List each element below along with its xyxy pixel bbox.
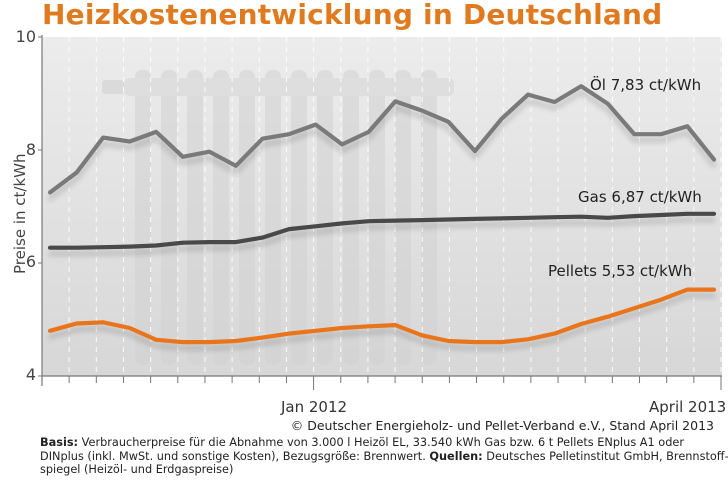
series-line-gas: [47, 211, 717, 250]
gridlines: [68, 37, 722, 376]
axes: [38, 35, 722, 390]
radiator-fin: [369, 70, 385, 365]
basis-label: Basis:: [40, 436, 79, 449]
y-tick-label: 8: [25, 140, 36, 159]
y-tick-label: 4: [25, 365, 36, 384]
x-tick-label-april-2013: April 2013: [649, 398, 727, 416]
footnote: Basis: Verbraucherpreise für die Abnahme…: [40, 436, 728, 477]
radiator-illustration: [102, 70, 454, 365]
radiator-pipe: [124, 78, 454, 96]
radiator-valve: [102, 80, 124, 94]
x-tick-label-jan-2012: Jan 2012: [281, 398, 348, 416]
basis-text: Verbraucherpreise für die Abnahme von 3.…: [40, 436, 684, 463]
radiator-fin: [187, 70, 203, 365]
radiator-fin: [395, 70, 411, 365]
series-line-oel: [47, 84, 717, 195]
series-lines: [47, 84, 717, 345]
y-tick-label: 6: [25, 252, 36, 271]
radiator-fin: [239, 70, 255, 365]
legend-label-pellets: Pellets 5,53 ct/kWh: [548, 262, 693, 280]
series-line-pellets: [47, 287, 717, 345]
radiator-fin: [317, 70, 333, 365]
radiator-fin: [161, 70, 177, 365]
radiator-fin: [343, 70, 359, 365]
legend-label-gas: Gas 6,87 ct/kWh: [578, 188, 702, 206]
legend-label-oel: Öl 7,83 ct/kWh: [590, 76, 702, 94]
radiator-fin: [291, 70, 307, 365]
sources-label: Quellen:: [429, 449, 483, 463]
radiator-fin: [135, 70, 151, 365]
radiator-fin: [213, 70, 229, 365]
y-tick-label: 10: [15, 27, 36, 46]
radiator-fin: [421, 70, 437, 365]
sources-text: Deutsches Pelletinstitut GmbH, Brennstof…: [40, 449, 728, 477]
chart-title: Heizkostenentwicklung in Deutschland: [42, 0, 663, 31]
copyright-notice: © Deutscher Energieholz- und Pellet-Verb…: [290, 418, 714, 433]
radiator-fin: [265, 70, 281, 365]
